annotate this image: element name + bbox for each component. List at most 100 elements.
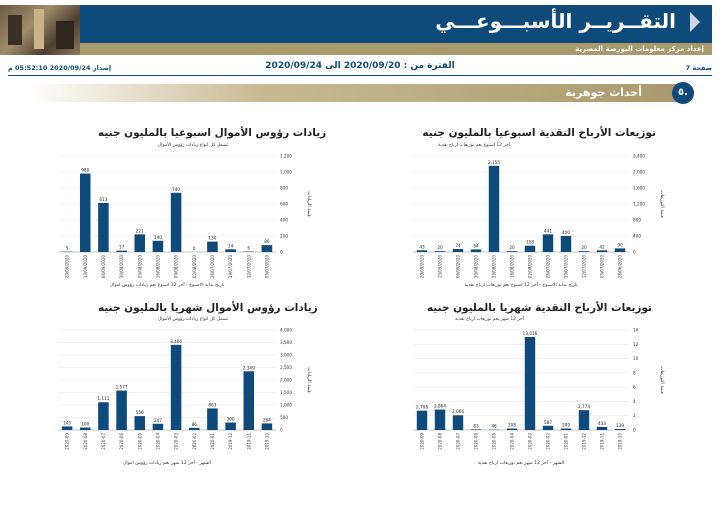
y-tick-label: 1,000 [280,403,292,408]
bar [98,402,109,430]
x-tick-label: 16/08/2020 [510,255,515,279]
bar [434,409,446,430]
bar [134,416,146,430]
chart-title: توزيعات الأرباح النقدية شهريا بالمليون ج… [426,302,652,314]
data-label: 980 [81,168,89,173]
data-label: 83 [473,423,479,428]
y-tick-label: 3,000 [280,353,292,358]
data-label: 20 [581,245,587,250]
y-axis-label: قيمة الزيادات [306,191,311,216]
bar [207,241,218,252]
data-label: 264 [263,417,271,422]
bar [243,371,255,430]
y-tick-label: 2,000 [280,378,292,383]
y-tick-label: 500 [280,415,288,420]
data-label: 2,349 [243,365,255,370]
data-label: 208 [508,423,516,428]
data-label: 400 [562,230,570,235]
y-tick-label: 400 [633,234,641,239]
y-tick-label: 1,000 [280,170,292,175]
subtitle-banner: إعداد مركز معلومات البورصة المصرية [80,43,712,55]
y-tick-label: 800 [280,186,288,191]
data-label: 145 [63,420,71,425]
x-tick-label: 2020-04 [155,433,160,450]
bar [134,234,146,252]
x-tick-label: 28/06/2020 [618,255,623,279]
data-label: 46 [491,424,497,429]
x-tick-label: 20/09/2020 [420,255,425,279]
x-tick-label: 23/08/2020 [492,255,497,279]
y-tick-label: 2,400 [633,154,645,159]
bar [152,423,164,430]
y-tick-label: 6 [633,385,636,390]
data-label: 140 [154,235,162,240]
x-axis-label: الشهر - آخر 12 شهر بعم توزيعات ارباح نقد… [478,460,564,466]
x-tick-label: 2019-10 [264,433,269,450]
y-tick-label: 2 [633,413,636,418]
data-label: 433 [598,421,606,426]
x-tick-label: 16/08/2020 [155,255,160,279]
x-tick-label: 2020-01 [210,433,215,450]
bar [98,202,109,252]
data-label: 90 [617,242,623,247]
y-axis-label: قيمة التوزيعات [659,190,664,217]
x-tick-label: 2020-05 [492,433,497,450]
x-tick-label: 2020-01 [564,433,569,450]
banner-arrow-icon [690,12,700,32]
bar [470,429,482,430]
bar [61,426,73,430]
y-tick-label: 8 [633,370,636,375]
x-tick-label: 26/07/2020 [546,255,551,279]
data-label: 74 [455,243,461,248]
issue-timestamp: إصدار 2020/09/24 05:52:10 م [8,64,112,72]
chart-subtitle: آخر 12 شهر بعم توزيعات ارباح نقدية [455,317,524,322]
x-tick-label: 2019-12 [582,433,587,450]
x-tick-label: 30/08/2020 [119,255,124,279]
section-header: أحداث جوهرية [28,84,686,102]
x-tick-label: 02/08/2020 [528,255,533,279]
bar [452,415,464,430]
x-tick-label: 20/09/2020 [65,255,70,279]
bar [207,408,218,430]
data-label: 20 [437,245,443,250]
data-label: 0 [193,246,196,251]
weekly-capital-increase-chart: 0 200 400 600 800 1,000 1,200 قيمة الزيادات 5 20/… [58,154,311,288]
data-label: 1,577 [116,385,128,390]
chart-title: زيادات رؤوس الأموال شهريا بالمليون جنيه [98,302,318,314]
data-label: 86 [192,422,198,427]
data-label: 2,066 [452,409,464,414]
data-label: 20 [509,245,515,250]
x-tick-label: 19/07/2020 [564,255,569,279]
chart-subtitle: آخر 12 اسبوع بعم توزيعات ارباح نقدية [438,143,510,148]
bar [596,426,608,430]
bar [506,251,518,252]
section-title: أحداث جوهرية [565,86,642,99]
y-tick-label: 14 [633,328,639,333]
y-tick-label: 1,200 [280,154,292,159]
x-tick-label: 2020-06 [119,433,124,450]
bar [225,249,236,252]
bar [578,251,590,252]
x-tick-label: 2020-09 [420,433,425,450]
bar [79,173,91,252]
x-tick-label: 2020-08 [438,433,443,450]
y-tick-label: 4 [633,399,636,404]
x-tick-label: 23/08/2020 [137,255,142,279]
bar [578,410,590,430]
chart-title: زيادات رؤوس الأموال اسبوعيا بالمليون جني… [98,127,327,139]
y-tick-label: 200 [280,234,288,239]
bar [542,425,554,430]
divider [8,75,712,76]
x-tick-label: 06/09/2020 [101,255,106,279]
y-tick-label: 0 [633,250,636,255]
y-axis-label: قيمة الزيادات [306,367,311,392]
y-tick-label: 1,200 [633,202,645,207]
data-label: 130 [208,236,216,241]
bar [560,236,572,252]
x-tick-label: 2019-11 [246,433,251,450]
data-label: 17 [119,245,125,250]
bar [524,337,536,430]
data-label: 34 [228,243,234,248]
bar [614,248,626,252]
